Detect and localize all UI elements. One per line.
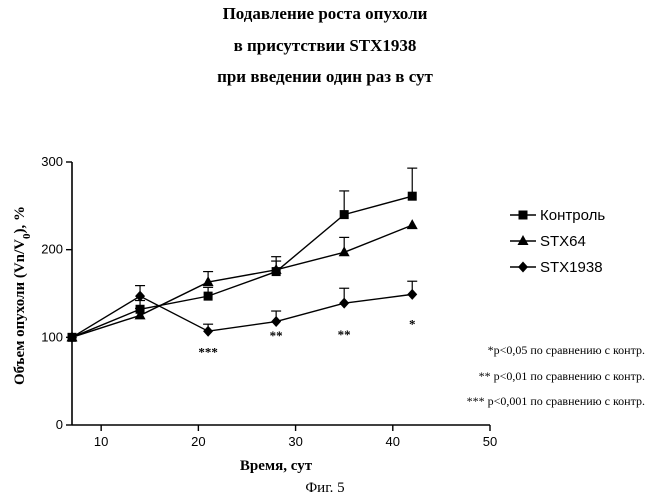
legend-marker bbox=[518, 262, 528, 273]
data-point bbox=[407, 219, 418, 229]
data-point bbox=[204, 292, 213, 301]
significance-mark: * bbox=[409, 317, 416, 332]
significance-mark: *** bbox=[198, 345, 218, 360]
significance-note: *p<0,05 по сравнению с контр. bbox=[488, 343, 645, 357]
x-tick-label: 30 bbox=[288, 434, 302, 449]
data-point bbox=[408, 192, 417, 201]
x-tick-label: 10 bbox=[94, 434, 108, 449]
significance-note: ** p<0,01 по сравнению с контр. bbox=[479, 369, 645, 383]
x-tick-label: 50 bbox=[483, 434, 497, 449]
legend: Контроль STX64 STX1938 bbox=[510, 207, 605, 276]
data-point bbox=[407, 289, 417, 300]
legend-marker bbox=[519, 211, 528, 220]
x-axis-label: Время, сут bbox=[240, 458, 313, 474]
y-tick-label: 300 bbox=[41, 154, 63, 169]
figure-caption: Фиг. 5 bbox=[0, 480, 650, 497]
series-2 bbox=[67, 219, 418, 341]
legend-marker bbox=[518, 235, 529, 245]
x-tick-label: 20 bbox=[191, 434, 205, 449]
legend-label: STX1938 bbox=[540, 259, 603, 276]
series-line bbox=[72, 196, 412, 337]
y-tick-label: 200 bbox=[41, 242, 63, 257]
y-tick-label: 100 bbox=[41, 329, 63, 344]
significance-mark: ** bbox=[270, 328, 283, 343]
data-point bbox=[203, 326, 213, 337]
legend-label: STX64 bbox=[540, 233, 586, 250]
series-1 bbox=[68, 168, 418, 342]
series-3 bbox=[67, 281, 417, 343]
y-tick-label: 0 bbox=[56, 417, 63, 432]
data-point bbox=[340, 210, 349, 219]
y-axis-label: Объем опухоли (Vn/V0), % bbox=[12, 206, 33, 385]
significance-note: *** p<0,001 по сравнению с контр. bbox=[467, 394, 645, 408]
series-line bbox=[72, 225, 412, 337]
data-point bbox=[271, 316, 281, 327]
data-point bbox=[339, 298, 349, 309]
significance-mark: ** bbox=[338, 327, 351, 342]
legend-label: Контроль bbox=[540, 207, 605, 224]
x-tick-label: 40 bbox=[386, 434, 400, 449]
